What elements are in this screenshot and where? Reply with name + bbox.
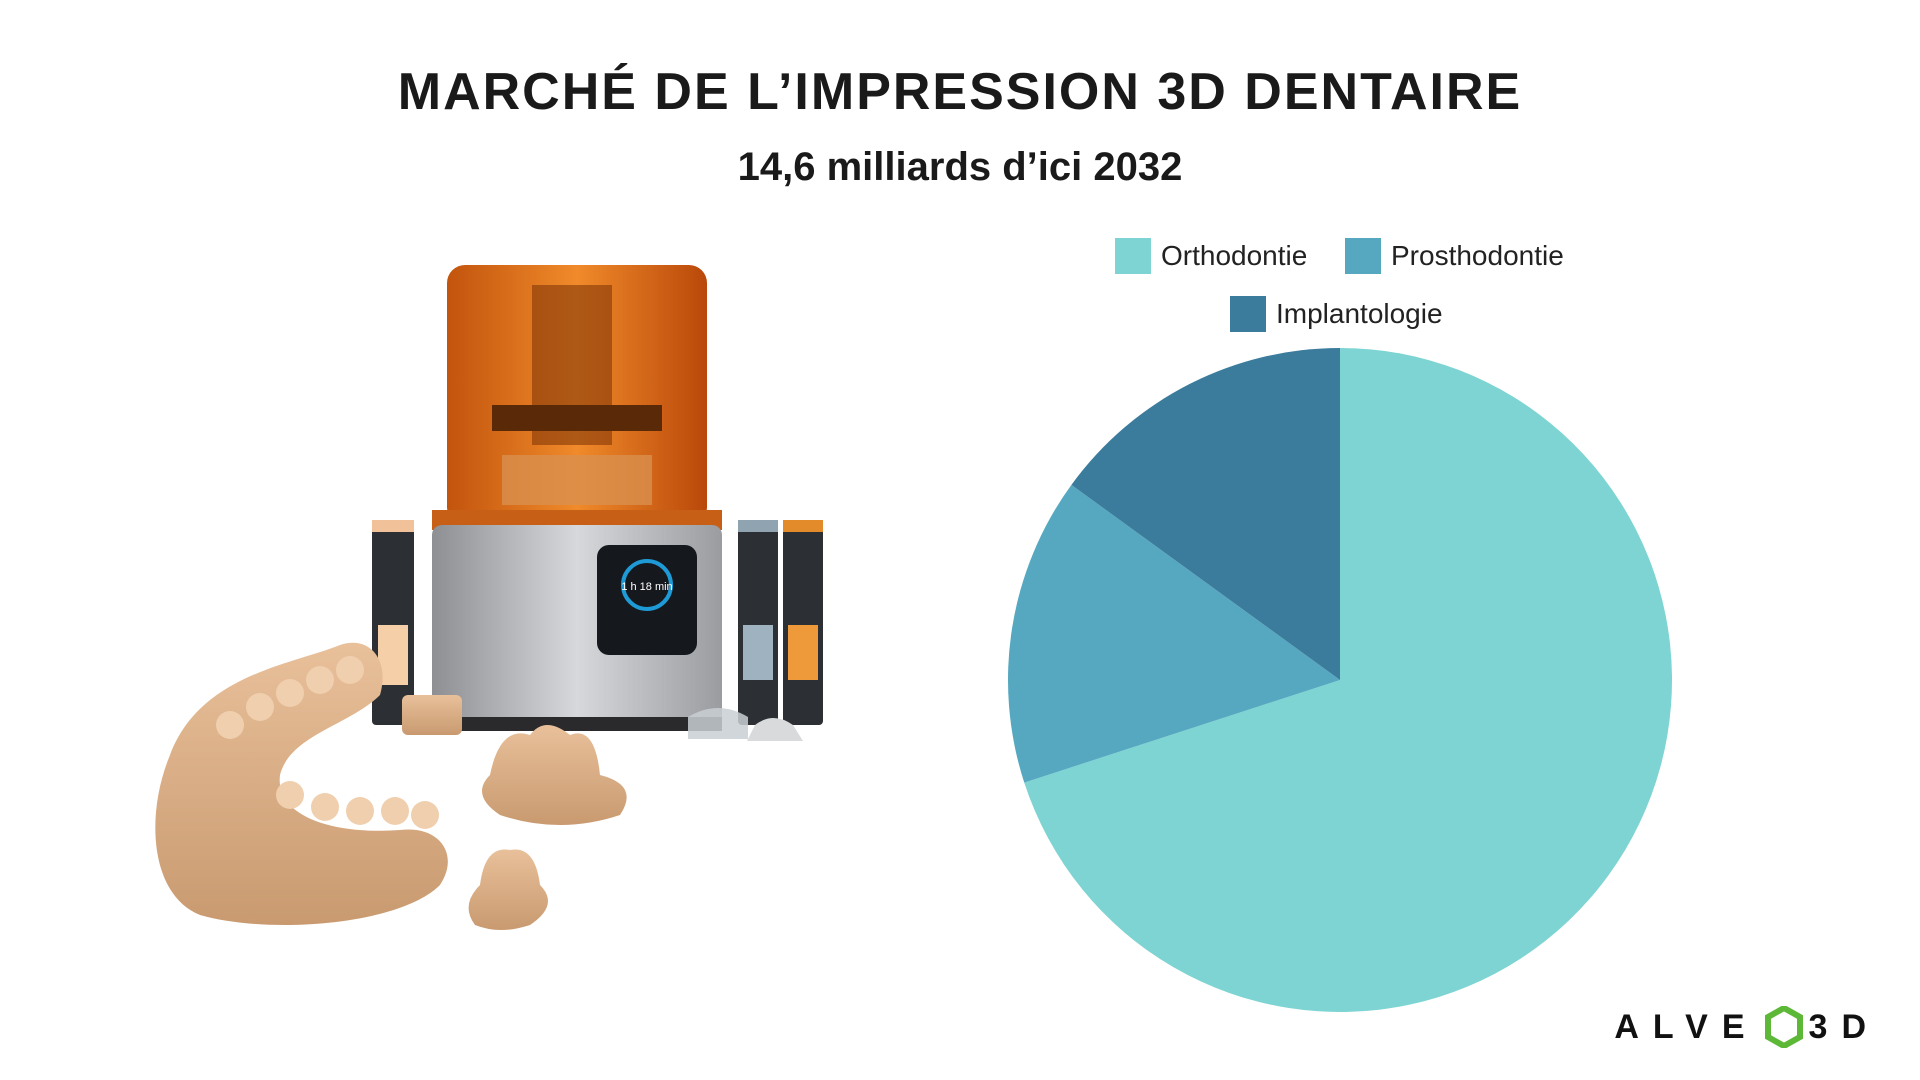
printer-printed-part xyxy=(502,455,652,505)
dental-arch-model xyxy=(155,642,448,925)
legend-label-implantologie: Implantologie xyxy=(1276,298,1443,329)
pie-chart xyxy=(1008,348,1672,1012)
printer-base xyxy=(432,717,722,731)
legend-swatch-prosthodontie xyxy=(1345,238,1381,274)
dental-3d-printer-illustration: 1 h 18 min xyxy=(155,265,823,930)
legend-label-prosthodontie: Prosthodontie xyxy=(1391,240,1564,271)
crown-model-small xyxy=(468,849,548,930)
legend-item-implantologie: Implantologie xyxy=(1230,296,1443,332)
resin-cartridge-right xyxy=(783,520,823,725)
legend-item-orthodontie: Orthodontie xyxy=(1115,238,1307,274)
legend-item-prosthodontie: Prosthodontie xyxy=(1345,238,1564,274)
printer-time-readout: 1 h 18 min xyxy=(621,581,672,593)
printer: 1 h 18 min xyxy=(432,265,722,731)
resin-cartridges xyxy=(372,520,823,725)
printer-touchscreen xyxy=(597,545,697,655)
logo-text-right: 3D xyxy=(1808,1007,1880,1046)
pie-slice-orthodontie xyxy=(1024,348,1672,1012)
model-on-base xyxy=(747,718,803,741)
pie-slice-implantologie xyxy=(1071,348,1340,680)
model-block xyxy=(402,695,462,735)
legend-swatch-orthodontie xyxy=(1115,238,1151,274)
printer-build-platform xyxy=(492,405,662,431)
logo-text-left: ALVE xyxy=(1614,1007,1759,1046)
crown-models xyxy=(468,725,627,930)
clear-aligner-model xyxy=(688,708,748,739)
legend-label-orthodontie: Orthodontie xyxy=(1161,240,1308,271)
page-subtitle: 14,6 milliards d’ici 2032 xyxy=(737,145,1183,189)
pie-slice-prosthodontie xyxy=(1008,484,1340,783)
crown-model-large xyxy=(482,725,627,825)
printer-progress-ring xyxy=(621,559,673,611)
alveo3d-logo: ALVE 3D xyxy=(1614,1006,1880,1048)
page-title: MARCHÉ DE L’IMPRESSION 3D DENTAIRE xyxy=(397,63,1523,121)
small-printed-models xyxy=(402,695,803,741)
legend-swatch-implantologie xyxy=(1230,296,1266,332)
resin-cartridge-middle xyxy=(738,520,778,725)
hexagon-icon xyxy=(1764,1006,1803,1048)
